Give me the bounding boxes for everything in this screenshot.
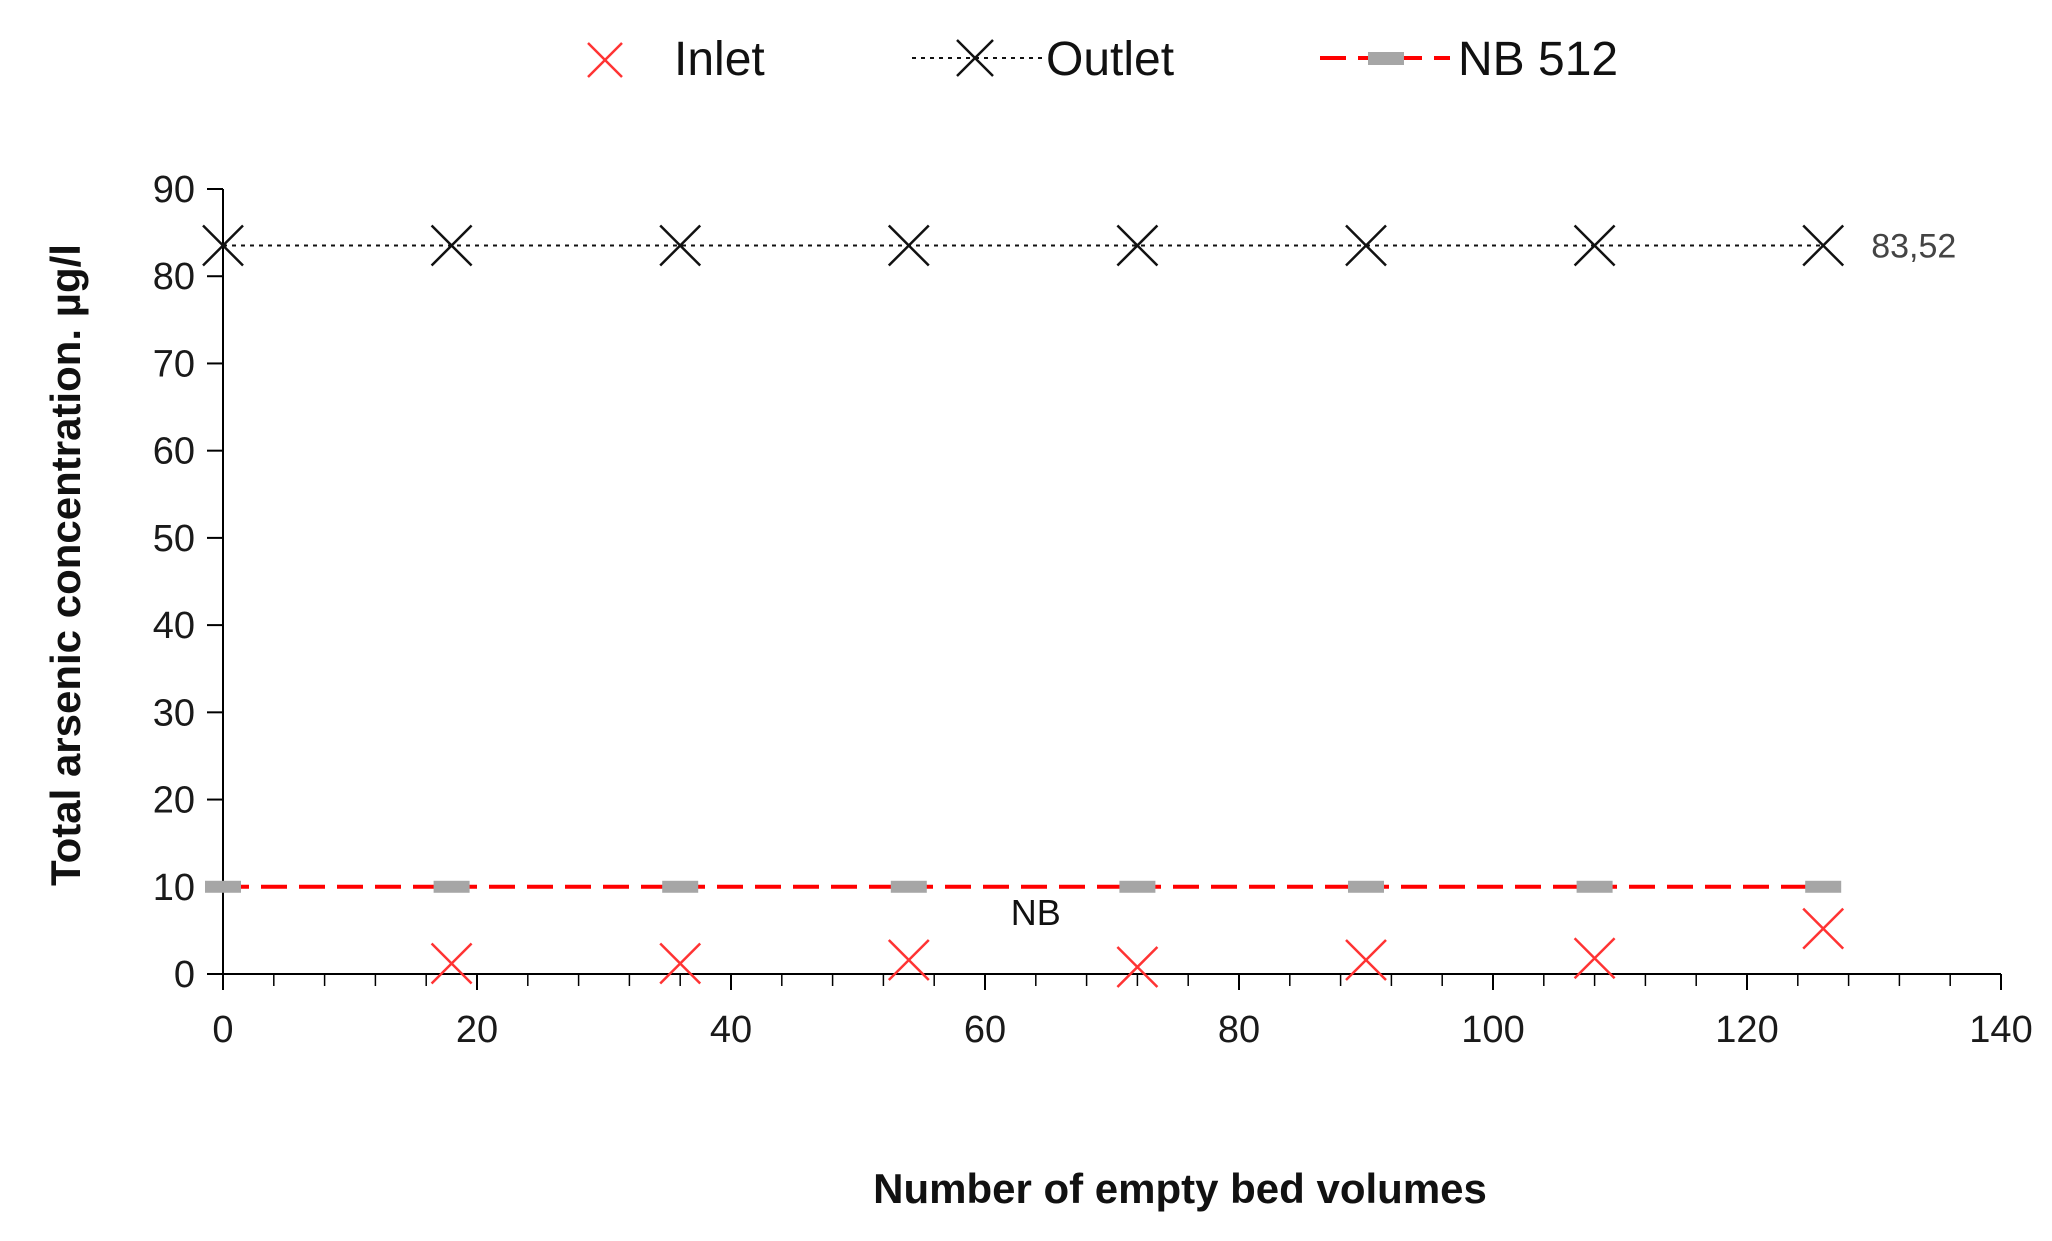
data-point-outlet — [430, 224, 473, 267]
legend-label-outlet: Outlet — [1046, 33, 1174, 86]
data-label-outlet: 83,52 — [1871, 228, 1956, 266]
x-tick-label: 20 — [456, 1009, 498, 1051]
data-point-stroke — [659, 224, 702, 267]
data-point-nb-512 — [890, 880, 927, 893]
x-tick-label: 0 — [212, 1009, 233, 1051]
x-tick-label: 80 — [1218, 1009, 1260, 1051]
data-point-stroke — [659, 942, 702, 985]
x-tick-label: 60 — [964, 1009, 1006, 1051]
data-point-stroke — [1802, 224, 1845, 267]
y-tick-label: 10 — [153, 867, 195, 909]
data-point-inlet — [1116, 946, 1159, 988]
legend-item-outlet: Outlet — [912, 33, 1174, 86]
x-axis-title: Number of empty bed volumes — [873, 1165, 1487, 1212]
legend-marker-inlet — [587, 42, 623, 78]
data-point-nb-512 — [205, 880, 241, 893]
x-tick-label: 120 — [1715, 1009, 1778, 1051]
data-point-stroke — [1573, 937, 1616, 980]
data-point-stroke — [887, 224, 930, 267]
axes: 0 10 20 30 40 50 60 70 80 90 0 20 40 60 80 100 120 140 — [153, 169, 2033, 1051]
legend-label-nb512: NB 512 — [1458, 33, 1618, 86]
legend-item-inlet: Inlet — [587, 33, 765, 86]
data-point-stroke — [1116, 946, 1159, 988]
y-tick-label: 0 — [174, 954, 195, 996]
data-point-inlet — [1345, 939, 1387, 981]
legend: Inlet Outlet NB 512 — [587, 33, 1618, 86]
data-point-stroke — [1116, 224, 1159, 267]
data-point-stroke — [202, 224, 244, 267]
data-point-inlet — [659, 942, 702, 985]
y-tick-label: 90 — [153, 169, 195, 211]
data-point-stroke — [1573, 224, 1616, 267]
y-tick-label: 70 — [153, 343, 195, 385]
data-point-stroke — [887, 939, 930, 981]
data-point-outlet — [1116, 224, 1159, 267]
data-point-nb-512 — [1805, 880, 1842, 893]
data-point-outlet — [659, 224, 702, 267]
data-point-inlet — [430, 942, 473, 985]
x-tick-label: 140 — [1969, 1009, 2032, 1051]
y-axis-title: Total arsenic concentration. µg/l — [42, 244, 89, 886]
data-point-stroke — [1345, 224, 1387, 267]
legend-label-inlet: Inlet — [674, 33, 765, 86]
y-tick-label: 80 — [153, 256, 195, 298]
legend-item-nb512: NB 512 — [1320, 33, 1618, 86]
data-point-nb-512 — [433, 880, 470, 893]
data-point-stroke — [1802, 907, 1845, 950]
y-tick-label: 50 — [153, 518, 195, 560]
data-point-nb-512 — [1119, 880, 1156, 893]
data-point-outlet — [1573, 224, 1616, 267]
annotation-layer: 83,52 NB — [1011, 228, 1957, 933]
legend-marker-outlet — [956, 39, 994, 77]
data-point-inlet — [1802, 907, 1845, 950]
annotation-nb: NB — [1011, 892, 1061, 933]
legend-marker-nb512 — [1368, 52, 1404, 65]
data-point-stroke — [430, 224, 473, 267]
data-point-nb-512 — [1576, 880, 1613, 893]
x-tick-label: 40 — [710, 1009, 752, 1051]
data-point-outlet — [1345, 224, 1387, 267]
data-point-stroke — [430, 942, 473, 985]
y-tick-label: 20 — [153, 780, 195, 822]
data-point-outlet — [1802, 224, 1845, 267]
y-tick-label: 60 — [153, 431, 195, 473]
series-layer — [202, 224, 1845, 988]
data-point-inlet — [1573, 937, 1616, 980]
data-point-nb-512 — [1348, 880, 1384, 893]
data-point-inlet — [887, 939, 930, 981]
data-point-stroke — [1345, 939, 1387, 981]
data-point-nb-512 — [662, 880, 699, 893]
y-tick-label: 40 — [153, 605, 195, 647]
x-tick-label: 100 — [1461, 1009, 1524, 1051]
data-point-outlet — [887, 224, 930, 267]
data-point-outlet — [202, 224, 244, 267]
y-tick-label: 30 — [153, 692, 195, 734]
